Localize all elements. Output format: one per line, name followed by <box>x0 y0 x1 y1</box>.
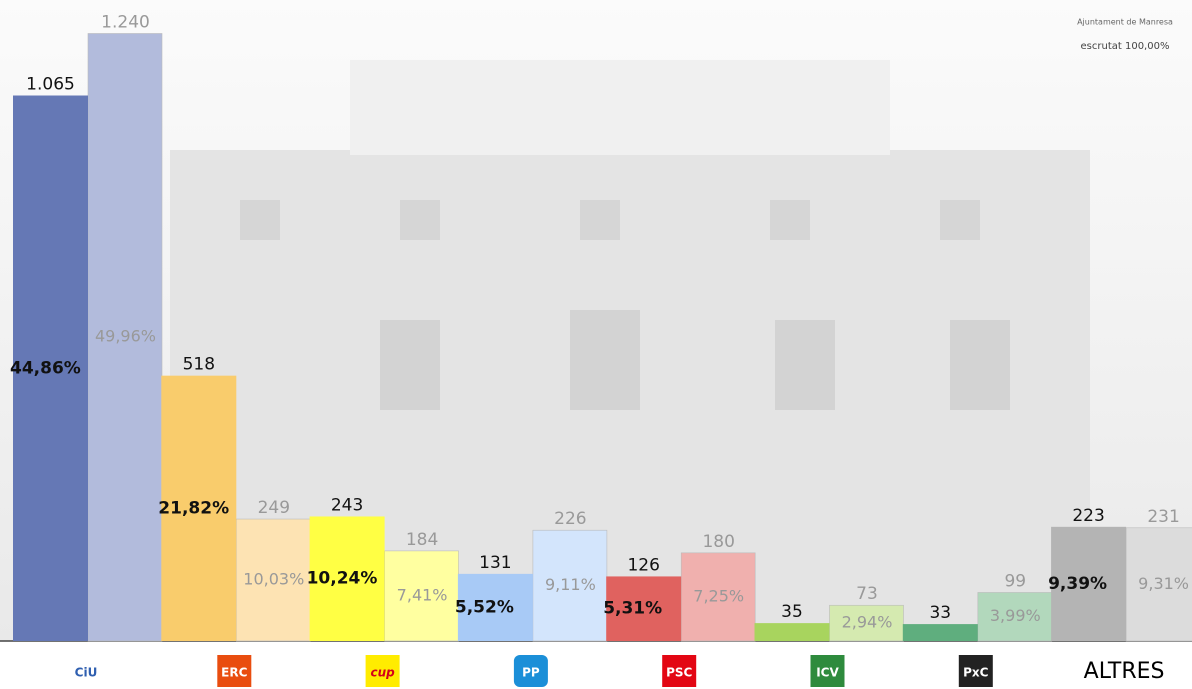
party-logo <box>810 655 845 687</box>
party-logo <box>662 655 697 687</box>
bar <box>902 624 978 641</box>
party-logo-text: PSC <box>666 666 692 680</box>
vote-label: 33 <box>929 603 951 623</box>
party-logo <box>958 655 993 687</box>
vote-label: 1.065 <box>26 75 75 95</box>
vote-label: 231 <box>1147 507 1179 527</box>
percent-label: 7,41% <box>397 585 448 604</box>
bar <box>977 592 1053 642</box>
vote-label: 180 <box>702 532 734 552</box>
percent-label: 10,03% <box>243 570 304 589</box>
vote-label: 126 <box>627 555 659 575</box>
vote-label: 131 <box>479 553 511 573</box>
bar <box>1051 526 1127 641</box>
vote-label: 73 <box>856 584 878 604</box>
percent-label: 5,31% <box>603 599 662 619</box>
vote-label: 35 <box>781 602 803 622</box>
vote-label: 249 <box>258 498 290 518</box>
party-logo-text: ICV <box>816 666 839 680</box>
vote-label: 243 <box>331 495 363 515</box>
bar <box>161 375 237 641</box>
bar <box>1125 527 1192 642</box>
bar <box>606 576 682 641</box>
percent-label: 7,25% <box>693 586 744 605</box>
percent-label: 10,24% <box>307 569 378 589</box>
percent-label: 9,39% <box>1048 574 1107 594</box>
bar <box>532 529 608 642</box>
party-logo-text: cup <box>370 666 395 680</box>
percent-label: 3,99% <box>990 606 1041 625</box>
bar <box>829 604 904 642</box>
percent-label: 44,86% <box>10 358 81 378</box>
bar <box>87 33 163 642</box>
status: escrutat 100,00% <box>1081 41 1170 52</box>
percent-label: 49,96% <box>95 327 156 346</box>
vote-label: 518 <box>183 355 215 375</box>
vote-label: 99 <box>1004 571 1026 591</box>
bar <box>680 552 756 642</box>
party-logo-text: PxC <box>963 666 989 680</box>
percent-label: 21,82% <box>158 498 229 518</box>
category-label: ALTRES <box>1084 659 1165 684</box>
percent-label: 9,11% <box>545 575 596 594</box>
bar <box>384 550 459 642</box>
percent-label: 5,52% <box>455 597 514 617</box>
party-logo-text: ERC <box>221 666 247 680</box>
percent-label: 2,94% <box>842 613 893 632</box>
party-logo <box>365 655 400 687</box>
party-logo <box>217 655 252 687</box>
vote-label: 223 <box>1072 506 1104 526</box>
vote-label: 226 <box>554 509 586 529</box>
vote-label: 184 <box>406 530 438 550</box>
party-logo-text: PP <box>522 666 540 680</box>
percent-label: 9,31% <box>1138 574 1189 593</box>
municipality: Ajuntament de Manresa <box>1077 18 1173 27</box>
vote-label: 1.240 <box>101 12 150 32</box>
bar <box>754 623 830 641</box>
bar <box>309 516 385 641</box>
bar <box>13 95 88 642</box>
party-logo-text: CiU <box>75 666 98 680</box>
party-logo <box>513 655 548 687</box>
bar <box>457 573 533 641</box>
